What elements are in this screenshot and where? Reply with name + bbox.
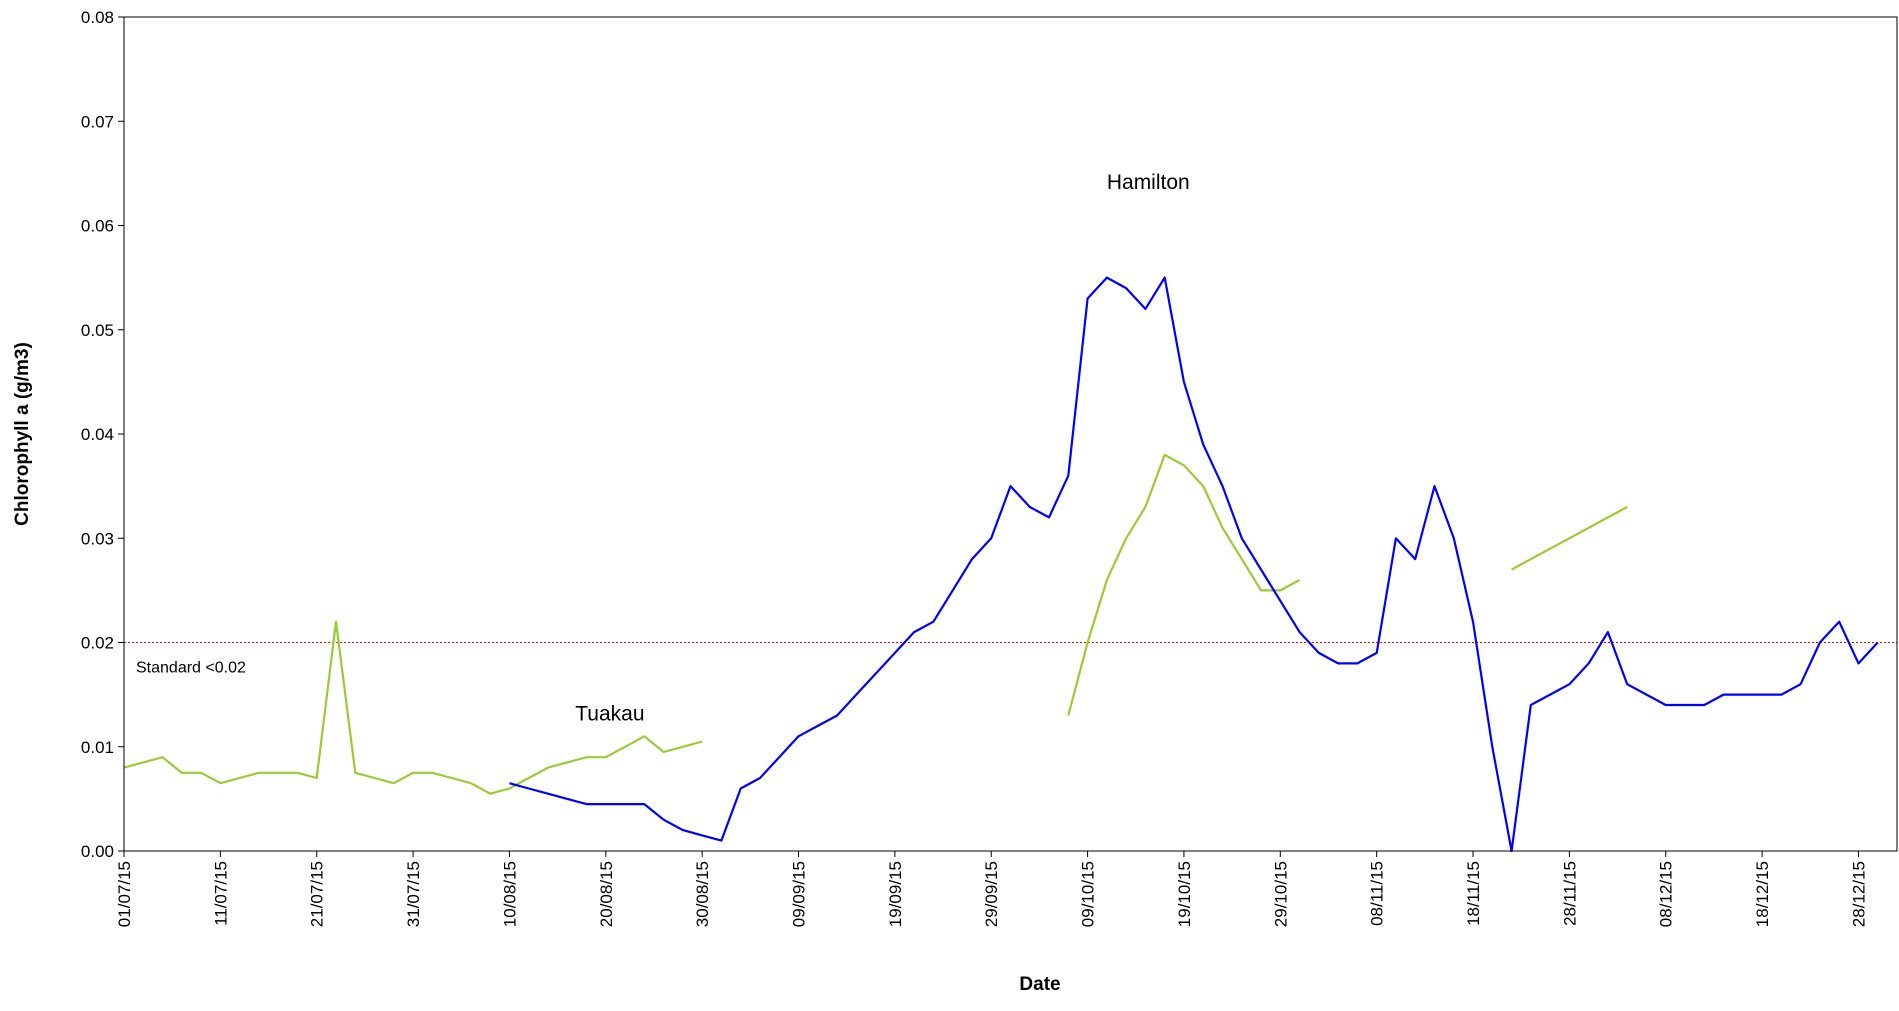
x-tick-label: 19/10/15 [1175,861,1194,927]
x-tick-label: 29/10/15 [1271,861,1290,927]
y-tick-label: 0.01 [81,738,114,757]
x-tick-label: 21/07/15 [308,861,327,927]
y-axis-label: Chlorophyll a (g/m3) [12,342,33,526]
x-tick-label: 09/10/15 [1079,861,1098,927]
x-tick-label: 01/07/15 [115,861,134,927]
x-tick-label: 08/12/15 [1657,861,1676,927]
y-tick-label: 0.03 [81,529,114,548]
x-tick-label: 31/07/15 [404,861,423,927]
annotation: Tuakau [575,703,644,726]
x-tick-label: 28/12/15 [1849,861,1868,927]
y-tick-label: 0.05 [81,321,114,340]
y-tick-label: 0.08 [81,8,114,27]
y-tick-label: 0.06 [81,217,114,236]
x-tick-label: 29/09/15 [982,861,1001,927]
x-tick-label: 30/08/15 [693,861,712,927]
reference-label: Standard <0.02 [136,660,246,677]
series-line [123,453,1628,795]
x-tick-label: 09/09/15 [790,861,809,927]
y-tick-label: 0.00 [81,842,114,861]
y-tick-label: 0.04 [81,425,114,444]
annotation: Hamilton [1107,171,1190,194]
y-tick-label: 0.02 [81,634,114,653]
x-tick-label: 28/11/15 [1560,861,1579,926]
x-tick-label: 08/11/15 [1368,861,1387,926]
series-line [509,276,1879,853]
plot-frame [123,16,1898,852]
x-axis-label: Date [1019,974,1060,995]
x-tick-label: 18/12/15 [1753,861,1772,927]
x-tick-label: 11/07/15 [211,861,230,926]
y-tick-label: 0.07 [81,112,114,131]
x-tick-label: 20/08/15 [597,861,616,927]
x-tick-label: 18/11/15 [1464,861,1483,926]
x-tick-label: 10/08/15 [500,861,519,927]
x-tick-label: 19/09/15 [886,861,905,927]
